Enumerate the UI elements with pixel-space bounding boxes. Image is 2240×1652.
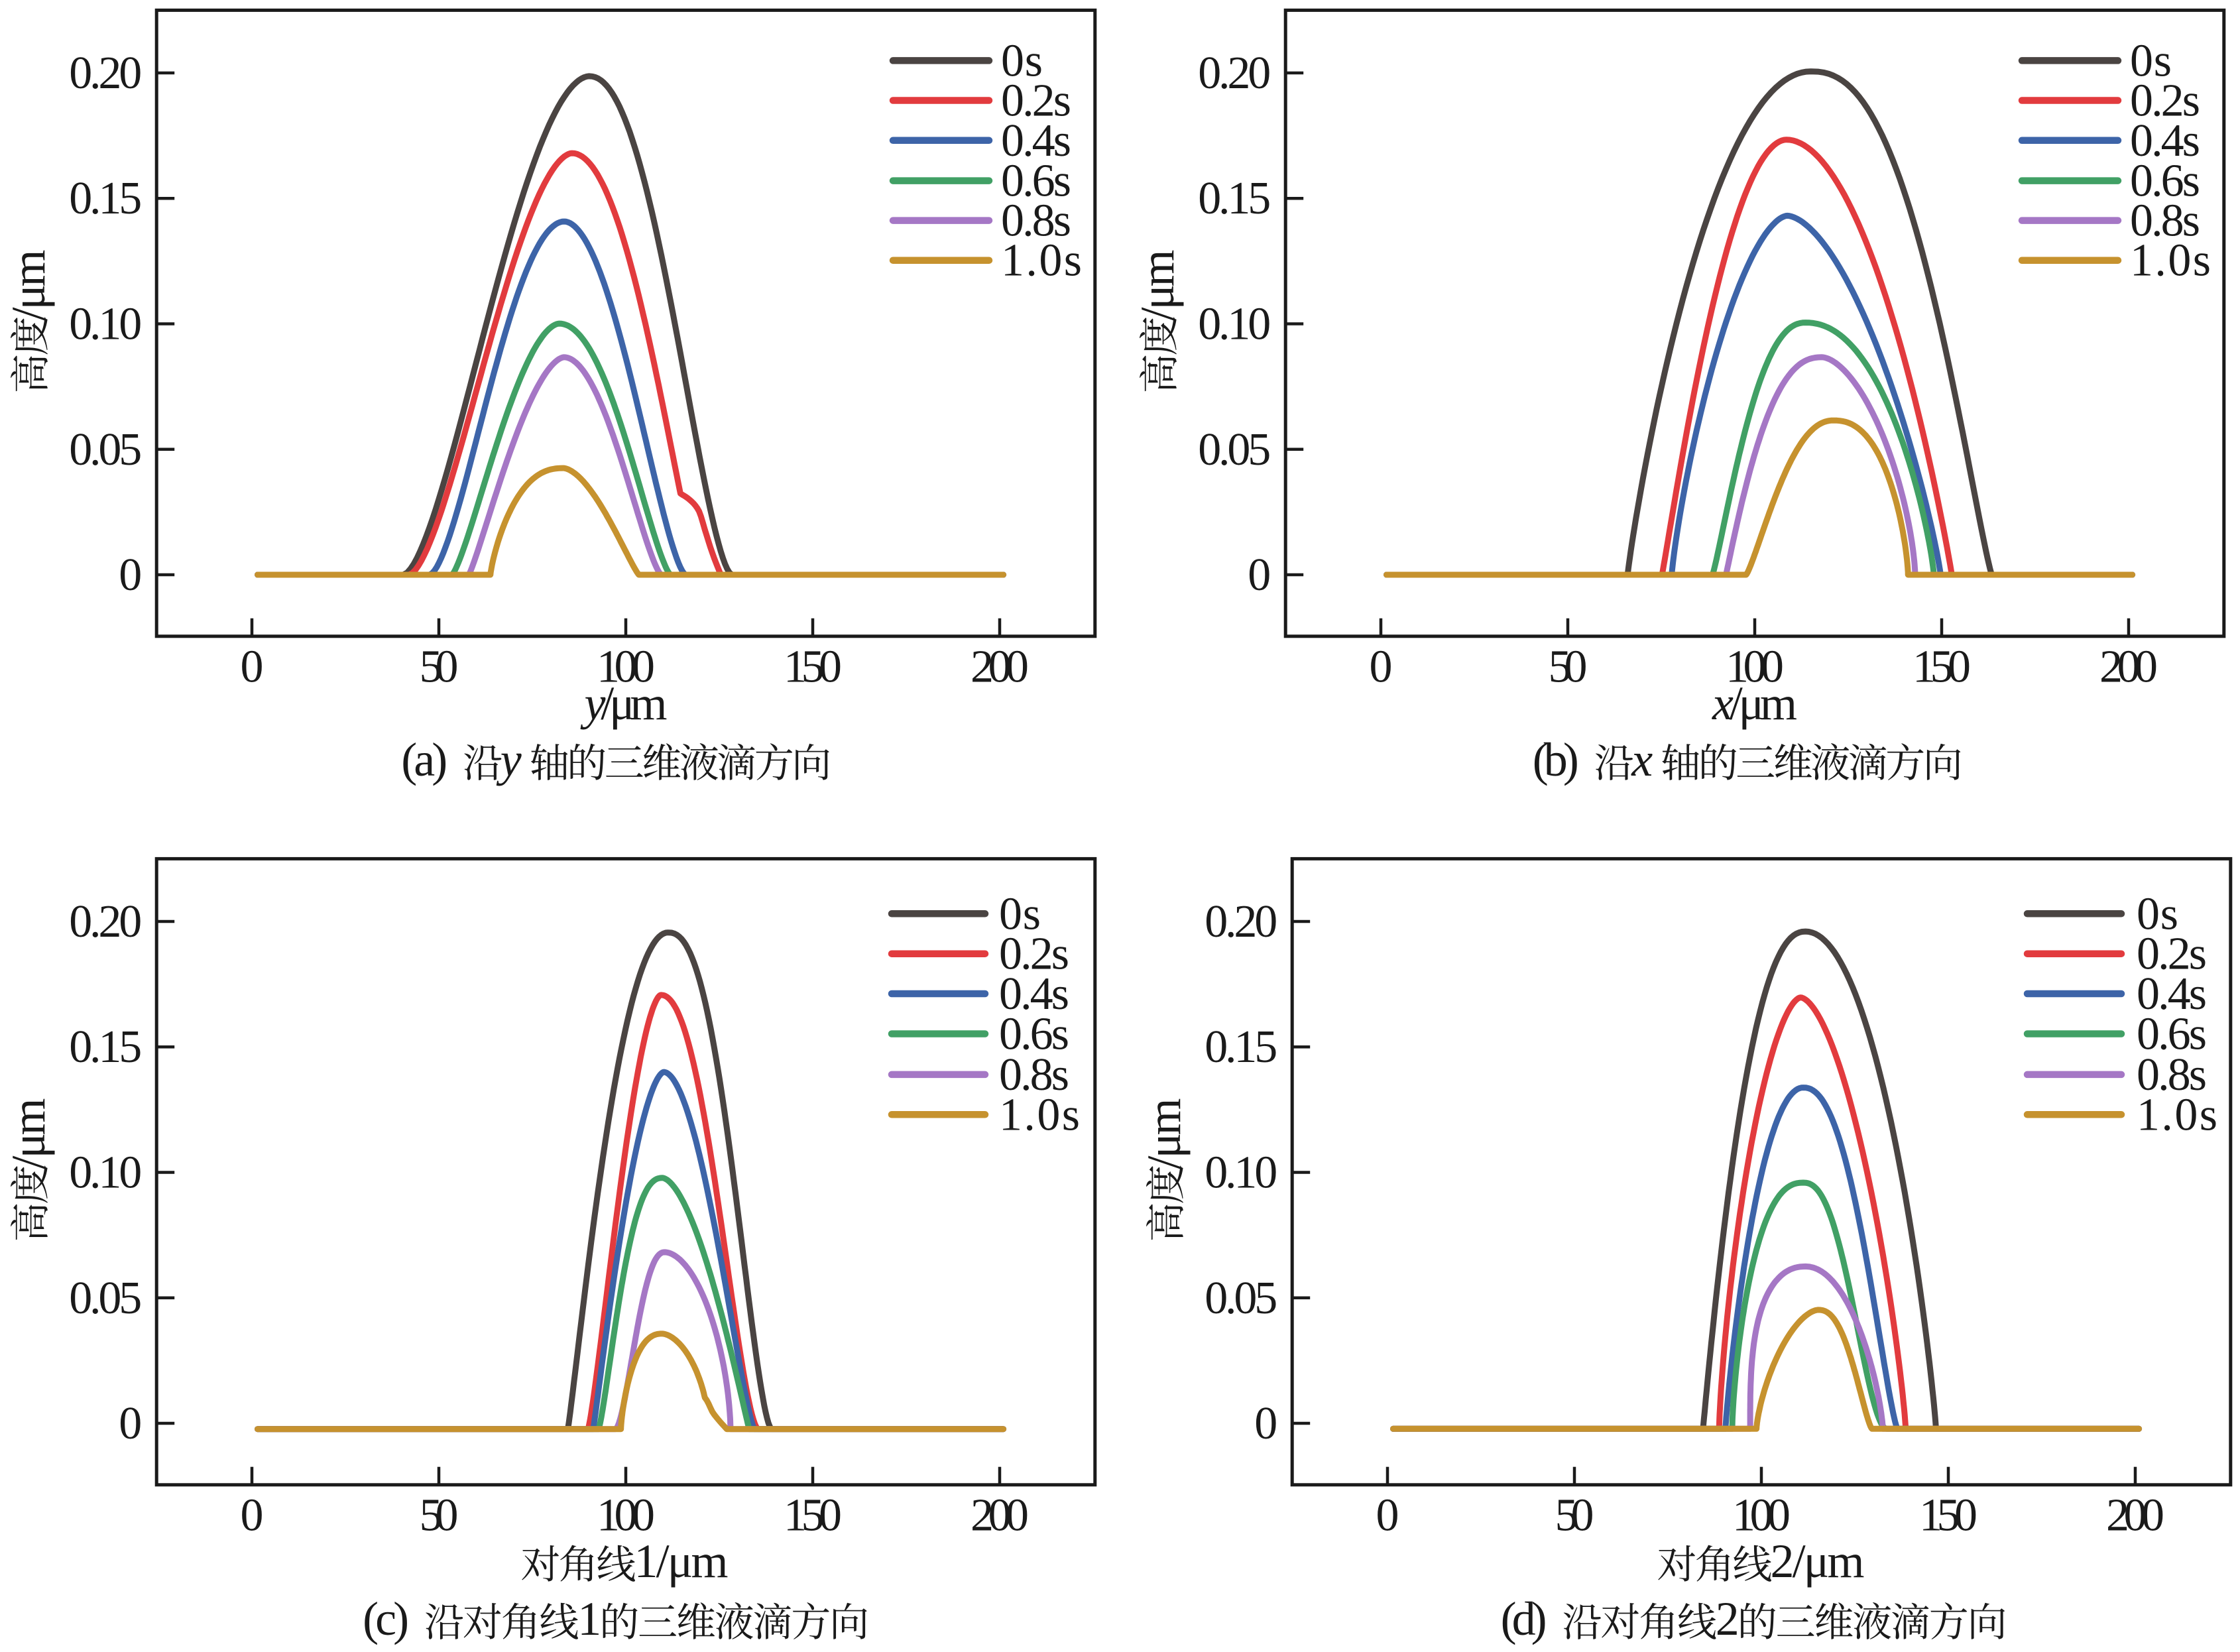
svg-text:0: 0 bbox=[1370, 642, 1393, 693]
svg-text:0: 0 bbox=[119, 1398, 142, 1449]
svg-text:0.6s: 0.6s bbox=[999, 1009, 1069, 1060]
svg-text:0.20: 0.20 bbox=[1198, 48, 1271, 99]
svg-text:0.4s: 0.4s bbox=[2137, 969, 2207, 1020]
svg-text:0.4s: 0.4s bbox=[1001, 115, 1071, 166]
svg-text:150: 150 bbox=[784, 642, 842, 693]
svg-text:1: 1 bbox=[577, 1592, 601, 1645]
svg-text:0: 0 bbox=[241, 1490, 264, 1541]
svg-text:0.10: 0.10 bbox=[1198, 299, 1271, 350]
svg-text:200: 200 bbox=[971, 1490, 1029, 1541]
svg-text:0: 0 bbox=[1248, 550, 1271, 601]
svg-text:150: 150 bbox=[1913, 642, 1971, 693]
svg-text:1.0s: 1.0s bbox=[2137, 1089, 2217, 1140]
svg-text:50: 50 bbox=[1555, 1490, 1594, 1541]
svg-text:0.8s: 0.8s bbox=[2137, 1049, 2207, 1100]
svg-text:(b): (b) bbox=[1533, 733, 1579, 786]
svg-text:1.0s: 1.0s bbox=[999, 1089, 1080, 1140]
svg-text:0.8s: 0.8s bbox=[1001, 196, 1071, 247]
svg-text:1.0s: 1.0s bbox=[1001, 235, 1082, 286]
svg-text:x/μm: x/μm bbox=[1712, 677, 1797, 730]
svg-text:150: 150 bbox=[1919, 1490, 1977, 1541]
svg-text:0.15: 0.15 bbox=[69, 1022, 142, 1073]
svg-text:(c): (c) bbox=[363, 1592, 409, 1645]
svg-text:200: 200 bbox=[971, 642, 1029, 693]
svg-text:0.15: 0.15 bbox=[69, 173, 142, 224]
svg-text:0.6s: 0.6s bbox=[2137, 1009, 2207, 1060]
svg-text:/μm: /μm bbox=[1131, 250, 1184, 321]
svg-text:(a): (a) bbox=[401, 733, 447, 786]
svg-text:100: 100 bbox=[1732, 1490, 1791, 1541]
svg-text:y: y bbox=[496, 733, 522, 786]
svg-text:0.10: 0.10 bbox=[69, 299, 142, 350]
svg-text:0s: 0s bbox=[999, 888, 1041, 939]
svg-text:50: 50 bbox=[420, 642, 459, 693]
svg-text:1/μm: 1/μm bbox=[634, 1535, 729, 1588]
svg-text:/μm: /μm bbox=[2, 250, 55, 321]
svg-text:0.2s: 0.2s bbox=[1001, 76, 1071, 127]
svg-text:100: 100 bbox=[1726, 642, 1784, 693]
svg-text:0.10: 0.10 bbox=[69, 1148, 142, 1199]
svg-text:0s: 0s bbox=[1001, 35, 1043, 86]
svg-text:0: 0 bbox=[241, 642, 264, 693]
svg-text:0.6s: 0.6s bbox=[2130, 156, 2200, 207]
svg-text:0.05: 0.05 bbox=[69, 1273, 142, 1324]
svg-text:(d): (d) bbox=[1501, 1592, 1547, 1645]
svg-text:1.0s: 1.0s bbox=[2130, 235, 2211, 286]
svg-text:2/μm: 2/μm bbox=[1771, 1535, 1865, 1588]
svg-text:0.10: 0.10 bbox=[1205, 1148, 1277, 1199]
svg-text:2: 2 bbox=[1716, 1592, 1739, 1645]
svg-text:0.05: 0.05 bbox=[1205, 1273, 1277, 1324]
svg-text:0.4s: 0.4s bbox=[999, 969, 1069, 1020]
svg-text:0.15: 0.15 bbox=[1205, 1022, 1277, 1073]
svg-text:0.6s: 0.6s bbox=[1001, 156, 1071, 207]
svg-text:200: 200 bbox=[2106, 1490, 2164, 1541]
svg-text:0.20: 0.20 bbox=[1205, 896, 1277, 947]
svg-text:100: 100 bbox=[597, 642, 655, 693]
svg-text:0.4s: 0.4s bbox=[2130, 115, 2200, 166]
svg-text:y/μm: y/μm bbox=[580, 677, 668, 730]
svg-text:0.2s: 0.2s bbox=[2137, 929, 2207, 980]
svg-text:50: 50 bbox=[1549, 642, 1588, 693]
svg-text:0: 0 bbox=[119, 550, 142, 601]
svg-text:200: 200 bbox=[2099, 642, 2158, 693]
svg-text:0.05: 0.05 bbox=[69, 424, 142, 475]
svg-text:0: 0 bbox=[1254, 1398, 1277, 1449]
svg-text:0s: 0s bbox=[2137, 888, 2178, 939]
svg-text:/μm: /μm bbox=[1138, 1098, 1191, 1169]
svg-text:150: 150 bbox=[784, 1490, 842, 1541]
svg-text:0.15: 0.15 bbox=[1198, 173, 1271, 224]
svg-text:0.2s: 0.2s bbox=[2130, 76, 2200, 127]
svg-text:0.20: 0.20 bbox=[69, 48, 142, 99]
svg-text:50: 50 bbox=[420, 1490, 459, 1541]
svg-text:0.2s: 0.2s bbox=[999, 929, 1069, 980]
svg-text:0.8s: 0.8s bbox=[999, 1049, 1069, 1100]
svg-text:0s: 0s bbox=[2130, 35, 2172, 86]
svg-text:0: 0 bbox=[1376, 1490, 1399, 1541]
svg-text:0.20: 0.20 bbox=[69, 896, 142, 947]
svg-text:/μm: /μm bbox=[2, 1098, 55, 1169]
svg-text:0.05: 0.05 bbox=[1198, 424, 1271, 475]
svg-text:100: 100 bbox=[597, 1490, 655, 1541]
svg-text:0.8s: 0.8s bbox=[2130, 196, 2200, 247]
svg-text:x: x bbox=[1631, 733, 1653, 786]
